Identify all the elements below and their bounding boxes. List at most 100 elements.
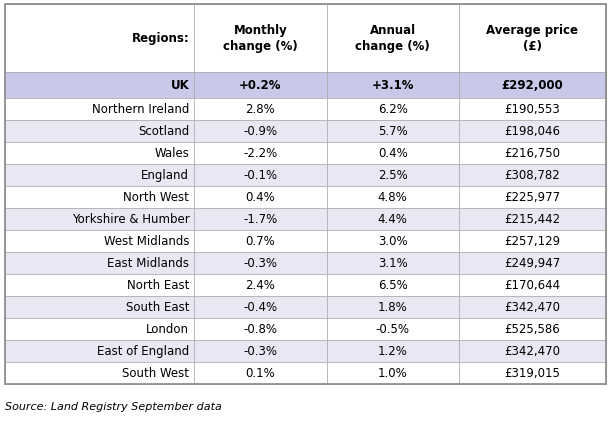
Text: 5.7%: 5.7% bbox=[378, 124, 408, 137]
Bar bbox=[326, 186, 459, 208]
Text: £342,470: £342,470 bbox=[504, 300, 560, 313]
Text: -0.3%: -0.3% bbox=[243, 256, 277, 269]
Bar bbox=[194, 208, 326, 230]
Text: UK: UK bbox=[170, 79, 189, 91]
Bar bbox=[459, 274, 606, 296]
Bar bbox=[459, 72, 606, 98]
Bar bbox=[194, 362, 326, 384]
Text: Source: Land Registry September data: Source: Land Registry September data bbox=[5, 402, 222, 412]
Bar bbox=[5, 296, 194, 318]
Text: 1.8%: 1.8% bbox=[378, 300, 408, 313]
Bar bbox=[459, 4, 606, 72]
Text: Yorkshire & Humber: Yorkshire & Humber bbox=[71, 212, 189, 225]
Bar bbox=[5, 252, 194, 274]
Bar bbox=[5, 142, 194, 164]
Bar bbox=[326, 72, 459, 98]
Text: England: England bbox=[141, 168, 189, 181]
Bar bbox=[459, 340, 606, 362]
Text: £525,586: £525,586 bbox=[505, 322, 560, 335]
Bar bbox=[194, 72, 326, 98]
Bar bbox=[5, 120, 194, 142]
Text: London: London bbox=[146, 322, 189, 335]
Bar bbox=[5, 164, 194, 186]
Text: -0.9%: -0.9% bbox=[243, 124, 277, 137]
Bar bbox=[459, 98, 606, 120]
Bar bbox=[5, 72, 194, 98]
Bar bbox=[5, 362, 194, 384]
Text: -0.4%: -0.4% bbox=[243, 300, 277, 313]
Bar bbox=[194, 318, 326, 340]
Bar bbox=[326, 98, 459, 120]
Text: Annual
change (%): Annual change (%) bbox=[355, 24, 430, 52]
Text: Regions:: Regions: bbox=[131, 31, 189, 44]
Text: Monthly
change (%): Monthly change (%) bbox=[223, 24, 298, 52]
Bar bbox=[326, 4, 459, 72]
Bar bbox=[194, 186, 326, 208]
Bar bbox=[194, 274, 326, 296]
Text: 6.5%: 6.5% bbox=[378, 278, 408, 291]
Bar bbox=[5, 208, 194, 230]
Bar bbox=[194, 164, 326, 186]
Text: 0.4%: 0.4% bbox=[378, 146, 408, 159]
Text: +0.2%: +0.2% bbox=[239, 79, 282, 91]
Bar bbox=[194, 340, 326, 362]
Bar bbox=[326, 296, 459, 318]
Text: East Midlands: East Midlands bbox=[108, 256, 189, 269]
Bar bbox=[459, 120, 606, 142]
Bar bbox=[5, 340, 194, 362]
Bar bbox=[459, 186, 606, 208]
Text: -0.1%: -0.1% bbox=[243, 168, 277, 181]
Text: 4.8%: 4.8% bbox=[378, 190, 408, 203]
Text: -0.5%: -0.5% bbox=[376, 322, 409, 335]
Bar bbox=[459, 296, 606, 318]
Text: 3.0%: 3.0% bbox=[378, 234, 408, 247]
Bar bbox=[5, 230, 194, 252]
Text: £190,553: £190,553 bbox=[505, 102, 560, 115]
Text: 0.1%: 0.1% bbox=[246, 366, 276, 379]
Bar bbox=[459, 230, 606, 252]
Text: Wales: Wales bbox=[155, 146, 189, 159]
Bar bbox=[194, 252, 326, 274]
Bar bbox=[326, 208, 459, 230]
Text: £216,750: £216,750 bbox=[504, 146, 560, 159]
Text: -2.2%: -2.2% bbox=[243, 146, 277, 159]
Text: West Midlands: West Midlands bbox=[104, 234, 189, 247]
Bar bbox=[326, 318, 459, 340]
Bar bbox=[5, 186, 194, 208]
Text: 0.7%: 0.7% bbox=[246, 234, 276, 247]
Text: Northern Ireland: Northern Ireland bbox=[92, 102, 189, 115]
Text: 2.8%: 2.8% bbox=[246, 102, 276, 115]
Bar bbox=[326, 142, 459, 164]
Text: £308,782: £308,782 bbox=[505, 168, 560, 181]
Bar bbox=[194, 4, 326, 72]
Bar bbox=[194, 230, 326, 252]
Text: £292,000: £292,000 bbox=[502, 79, 563, 91]
Text: 6.2%: 6.2% bbox=[378, 102, 408, 115]
Text: £319,015: £319,015 bbox=[505, 366, 560, 379]
Bar bbox=[326, 252, 459, 274]
Text: +3.1%: +3.1% bbox=[371, 79, 414, 91]
Text: South West: South West bbox=[122, 366, 189, 379]
Text: 4.4%: 4.4% bbox=[378, 212, 408, 225]
Bar bbox=[194, 98, 326, 120]
Bar bbox=[459, 252, 606, 274]
Bar bbox=[326, 120, 459, 142]
Text: £257,129: £257,129 bbox=[504, 234, 560, 247]
Bar bbox=[5, 4, 606, 384]
Text: 1.0%: 1.0% bbox=[378, 366, 408, 379]
Text: -1.7%: -1.7% bbox=[243, 212, 277, 225]
Text: £215,442: £215,442 bbox=[504, 212, 560, 225]
Text: Average price
(£): Average price (£) bbox=[486, 24, 579, 52]
Text: South East: South East bbox=[126, 300, 189, 313]
Text: East of England: East of England bbox=[97, 344, 189, 357]
Text: Scotland: Scotland bbox=[138, 124, 189, 137]
Text: £170,644: £170,644 bbox=[504, 278, 560, 291]
Text: North East: North East bbox=[127, 278, 189, 291]
Text: £198,046: £198,046 bbox=[504, 124, 560, 137]
Bar bbox=[5, 318, 194, 340]
Text: 1.2%: 1.2% bbox=[378, 344, 408, 357]
Bar bbox=[326, 340, 459, 362]
Text: 3.1%: 3.1% bbox=[378, 256, 408, 269]
Bar bbox=[459, 362, 606, 384]
Text: £225,977: £225,977 bbox=[504, 190, 560, 203]
